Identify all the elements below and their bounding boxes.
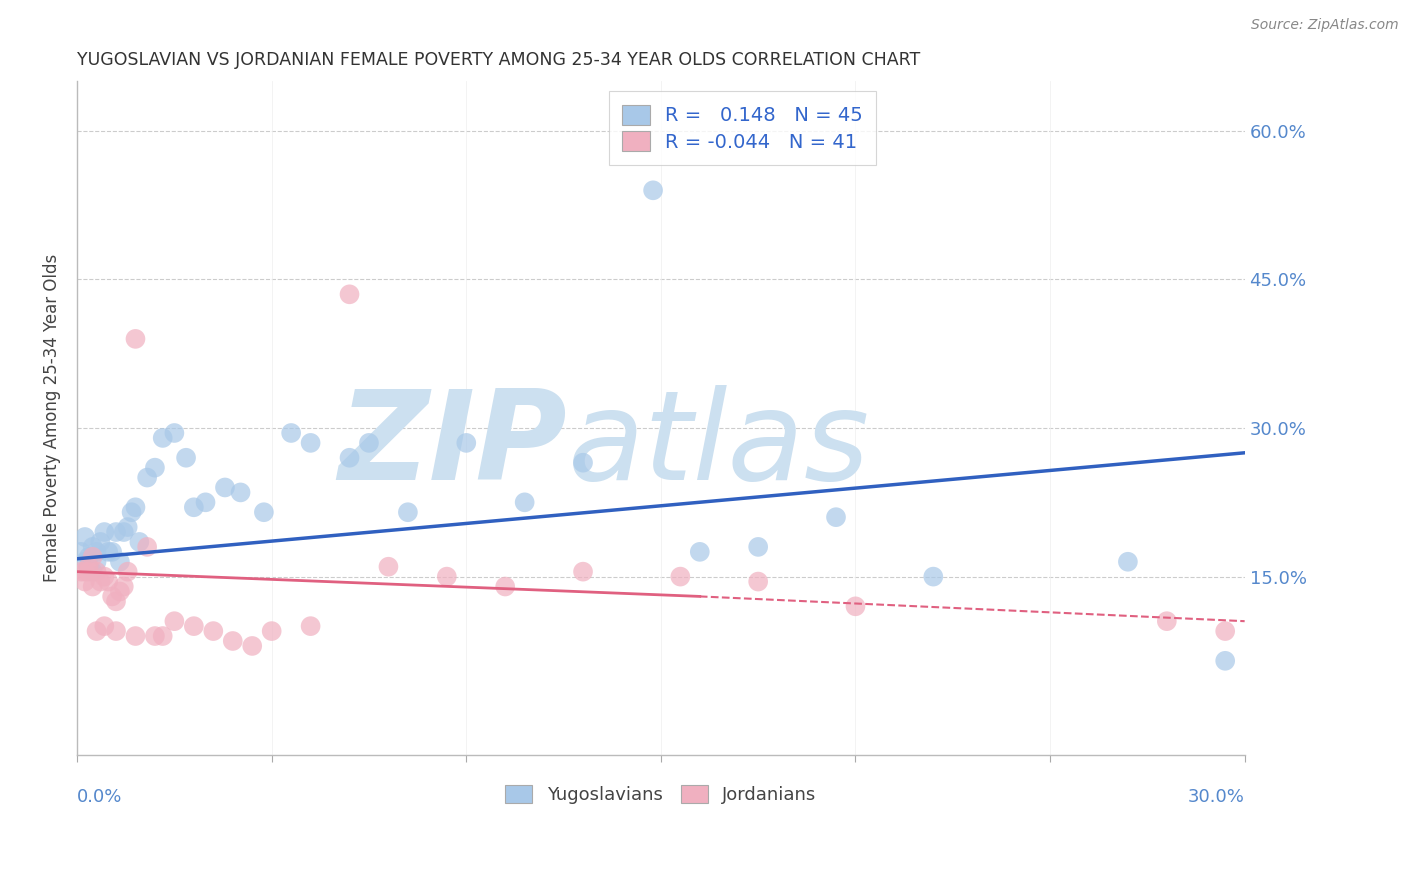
Point [689,545,711,559]
Point [339,450,361,465]
Point [183,619,205,633]
Point [299,436,322,450]
Point [1213,624,1236,638]
Point [105,594,128,608]
Point [93,524,115,539]
Point [339,287,361,301]
Point [105,524,128,539]
Point [101,590,124,604]
Legend: Yugoslavians, Jordanians: Yugoslavians, Jordanians [496,776,825,814]
Point [101,545,124,559]
Point [260,624,283,638]
Point [1156,614,1178,628]
Point [108,555,131,569]
Point [572,565,595,579]
Point [152,629,174,643]
Point [253,505,276,519]
Text: YUGOSLAVIAN VS JORDANIAN FEMALE POVERTY AMONG 25-34 YEAR OLDS CORRELATION CHART: YUGOSLAVIAN VS JORDANIAN FEMALE POVERTY … [77,51,921,69]
Point [77,565,100,579]
Point [229,485,252,500]
Point [82,549,104,564]
Point [163,614,186,628]
Point [121,505,143,519]
Point [124,332,146,346]
Point [222,634,245,648]
Point [747,574,769,589]
Point [97,545,120,559]
Point [280,425,302,440]
Point [513,495,536,509]
Point [572,456,595,470]
Point [82,580,104,594]
Point [82,540,104,554]
Text: Source: ZipAtlas.com: Source: ZipAtlas.com [1251,18,1399,32]
Point [240,639,263,653]
Point [1116,555,1139,569]
Point [456,436,478,450]
Point [70,545,93,559]
Point [124,629,146,643]
Point [89,574,111,589]
Point [73,530,96,544]
Point [86,555,108,569]
Point [89,535,111,549]
Point [112,580,135,594]
Point [70,565,93,579]
Point [152,431,174,445]
Point [93,569,115,583]
Point [112,524,135,539]
Point [202,624,225,638]
Point [163,425,186,440]
Point [183,500,205,515]
Point [747,540,769,554]
Point [377,559,399,574]
Point [124,500,146,515]
Point [1213,654,1236,668]
Point [922,569,945,583]
Point [108,584,131,599]
Point [117,520,139,534]
Text: 30.0%: 30.0% [1188,788,1244,806]
Point [73,555,96,569]
Point [143,629,166,643]
Text: atlas: atlas [568,384,869,506]
Point [136,470,159,484]
Text: 0.0%: 0.0% [77,788,122,806]
Point [669,569,692,583]
Text: ZIP: ZIP [339,384,568,506]
Point [643,183,665,197]
Point [117,565,139,579]
Y-axis label: Female Poverty Among 25-34 Year Olds: Female Poverty Among 25-34 Year Olds [44,254,60,582]
Point [494,580,516,594]
Point [128,535,150,549]
Point [73,574,96,589]
Point [77,559,100,574]
Point [77,559,100,574]
Point [174,450,197,465]
Point [436,569,458,583]
Point [77,549,100,564]
Point [105,624,128,638]
Point [73,565,96,579]
Point [844,599,866,614]
Point [396,505,419,519]
Point [299,619,322,633]
Point [214,480,236,494]
Point [86,624,108,638]
Point [357,436,380,450]
Point [86,545,108,559]
Point [194,495,217,509]
Point [82,565,104,579]
Point [136,540,159,554]
Point [825,510,848,524]
Point [97,574,120,589]
Point [143,460,166,475]
Point [86,565,108,579]
Point [93,619,115,633]
